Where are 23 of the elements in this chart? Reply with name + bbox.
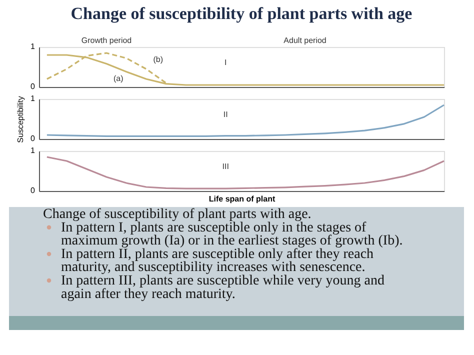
chart-title: Change of susceptibility of plant parts with age bbox=[70, 4, 413, 23]
annotation: (a) bbox=[114, 74, 124, 83]
annotation: III bbox=[222, 162, 229, 171]
line-series bbox=[46, 156, 445, 190]
line-series bbox=[46, 104, 445, 137]
text: Adult period bbox=[284, 36, 326, 45]
y-axis-title: Susceptibility bbox=[16, 96, 25, 143]
annotation: II bbox=[223, 110, 228, 119]
y-tick-label: 1 bbox=[30, 94, 36, 103]
y-tick-label: 1 bbox=[30, 42, 36, 51]
text: In pattern II, plants are susceptible only after they reach maturity, and susceptibility increases with senescence. bbox=[61, 246, 374, 276]
x-axis-title: Life span of plant bbox=[208, 194, 276, 204]
text: In pattern III, plants are susceptible while very young and again after they reach maturity. bbox=[61, 273, 384, 302]
line-series bbox=[46, 54, 445, 86]
y-tick-label: 0 bbox=[30, 186, 36, 195]
text: In pattern I, plants are susceptible only in the stages of maximum growth (Ia) or in the earliest stages of growth (Ib). bbox=[61, 220, 403, 249]
annotation: (b) bbox=[153, 54, 164, 64]
text: Change of susceptibility of plant parts with age. bbox=[43, 207, 312, 222]
annotation: I bbox=[224, 58, 227, 67]
text: Growth period bbox=[81, 36, 132, 45]
y-tick-label: 0 bbox=[30, 134, 36, 143]
y-tick-label: 1 bbox=[30, 146, 36, 155]
y-tick-label: 0 bbox=[30, 82, 36, 91]
